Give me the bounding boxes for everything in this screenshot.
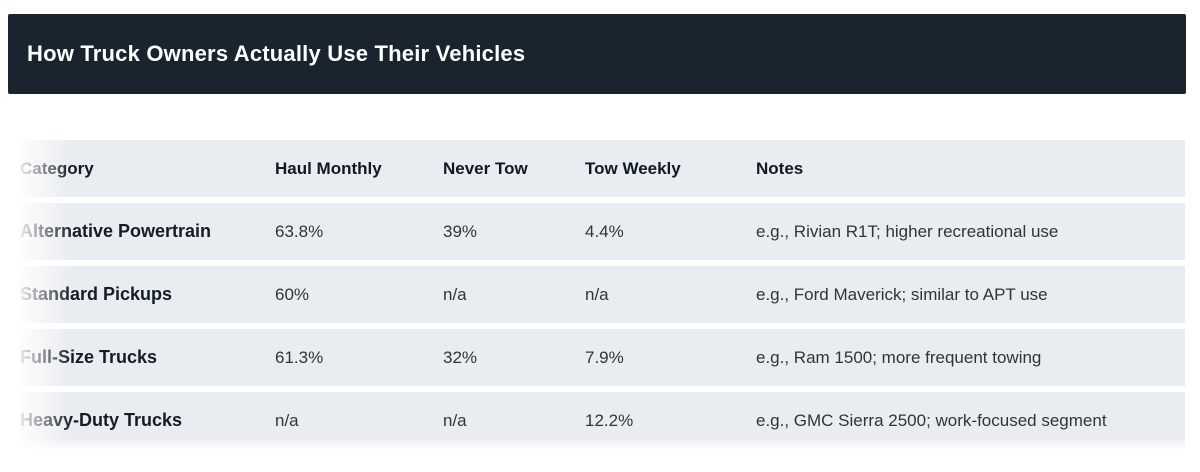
- title-bar: How Truck Owners Actually Use Their Vehi…: [8, 14, 1186, 94]
- table-header-row: Category Haul Monthly Never Tow Tow Week…: [8, 140, 1185, 197]
- cell-notes: e.g., Ford Maverick; similar to APT use: [756, 284, 1048, 304]
- cell-never-tow: n/a: [443, 284, 467, 304]
- table-row: Full-Size Trucks 61.3% 32% 7.9% e.g., Ra…: [8, 329, 1185, 386]
- column-header-never-tow: Never Tow: [443, 158, 528, 178]
- table-row: Heavy-Duty Trucks n/a n/a 12.2% e.g., GM…: [8, 392, 1185, 449]
- column-header-tow-weekly: Tow Weekly: [585, 158, 681, 178]
- cell-notes: e.g., Rivian R1T; higher recreational us…: [756, 221, 1059, 241]
- column-header-category: Category: [20, 158, 94, 178]
- cell-never-tow: 32%: [443, 347, 478, 367]
- page-title: How Truck Owners Actually Use Their Vehi…: [27, 41, 526, 66]
- cell-haul-monthly: 63.8%: [275, 221, 324, 241]
- cell-never-tow: n/a: [443, 410, 467, 430]
- cell-tow-weekly: 4.4%: [585, 221, 624, 241]
- cell-category: Standard Pickups: [20, 284, 173, 304]
- cell-haul-monthly: 61.3%: [275, 347, 324, 367]
- usage-table[interactable]: Category Haul Monthly Never Tow Tow Week…: [8, 140, 1185, 455]
- cell-never-tow: 39%: [443, 221, 478, 241]
- cell-category: Alternative Powertrain: [20, 221, 212, 241]
- table-row: Alternative Powertrain 63.8% 39% 4.4% e.…: [8, 203, 1185, 260]
- cell-notes: e.g., GMC Sierra 2500; work-focused segm…: [756, 410, 1107, 430]
- cell-haul-monthly: 60%: [275, 284, 310, 304]
- cell-notes: e.g., Ram 1500; more frequent towing: [756, 347, 1042, 367]
- cell-category: Full-Size Trucks: [20, 347, 158, 367]
- cell-tow-weekly: 12.2%: [585, 410, 634, 430]
- cell-haul-monthly: n/a: [275, 410, 299, 430]
- cell-category: Heavy-Duty Trucks: [20, 410, 183, 430]
- column-header-haul-monthly: Haul Monthly: [275, 158, 382, 178]
- column-header-notes: Notes: [756, 158, 804, 178]
- cell-tow-weekly: n/a: [585, 284, 609, 304]
- cell-tow-weekly: 7.9%: [585, 347, 624, 367]
- table-row: Standard Pickups 60% n/a n/a e.g., Ford …: [8, 266, 1185, 323]
